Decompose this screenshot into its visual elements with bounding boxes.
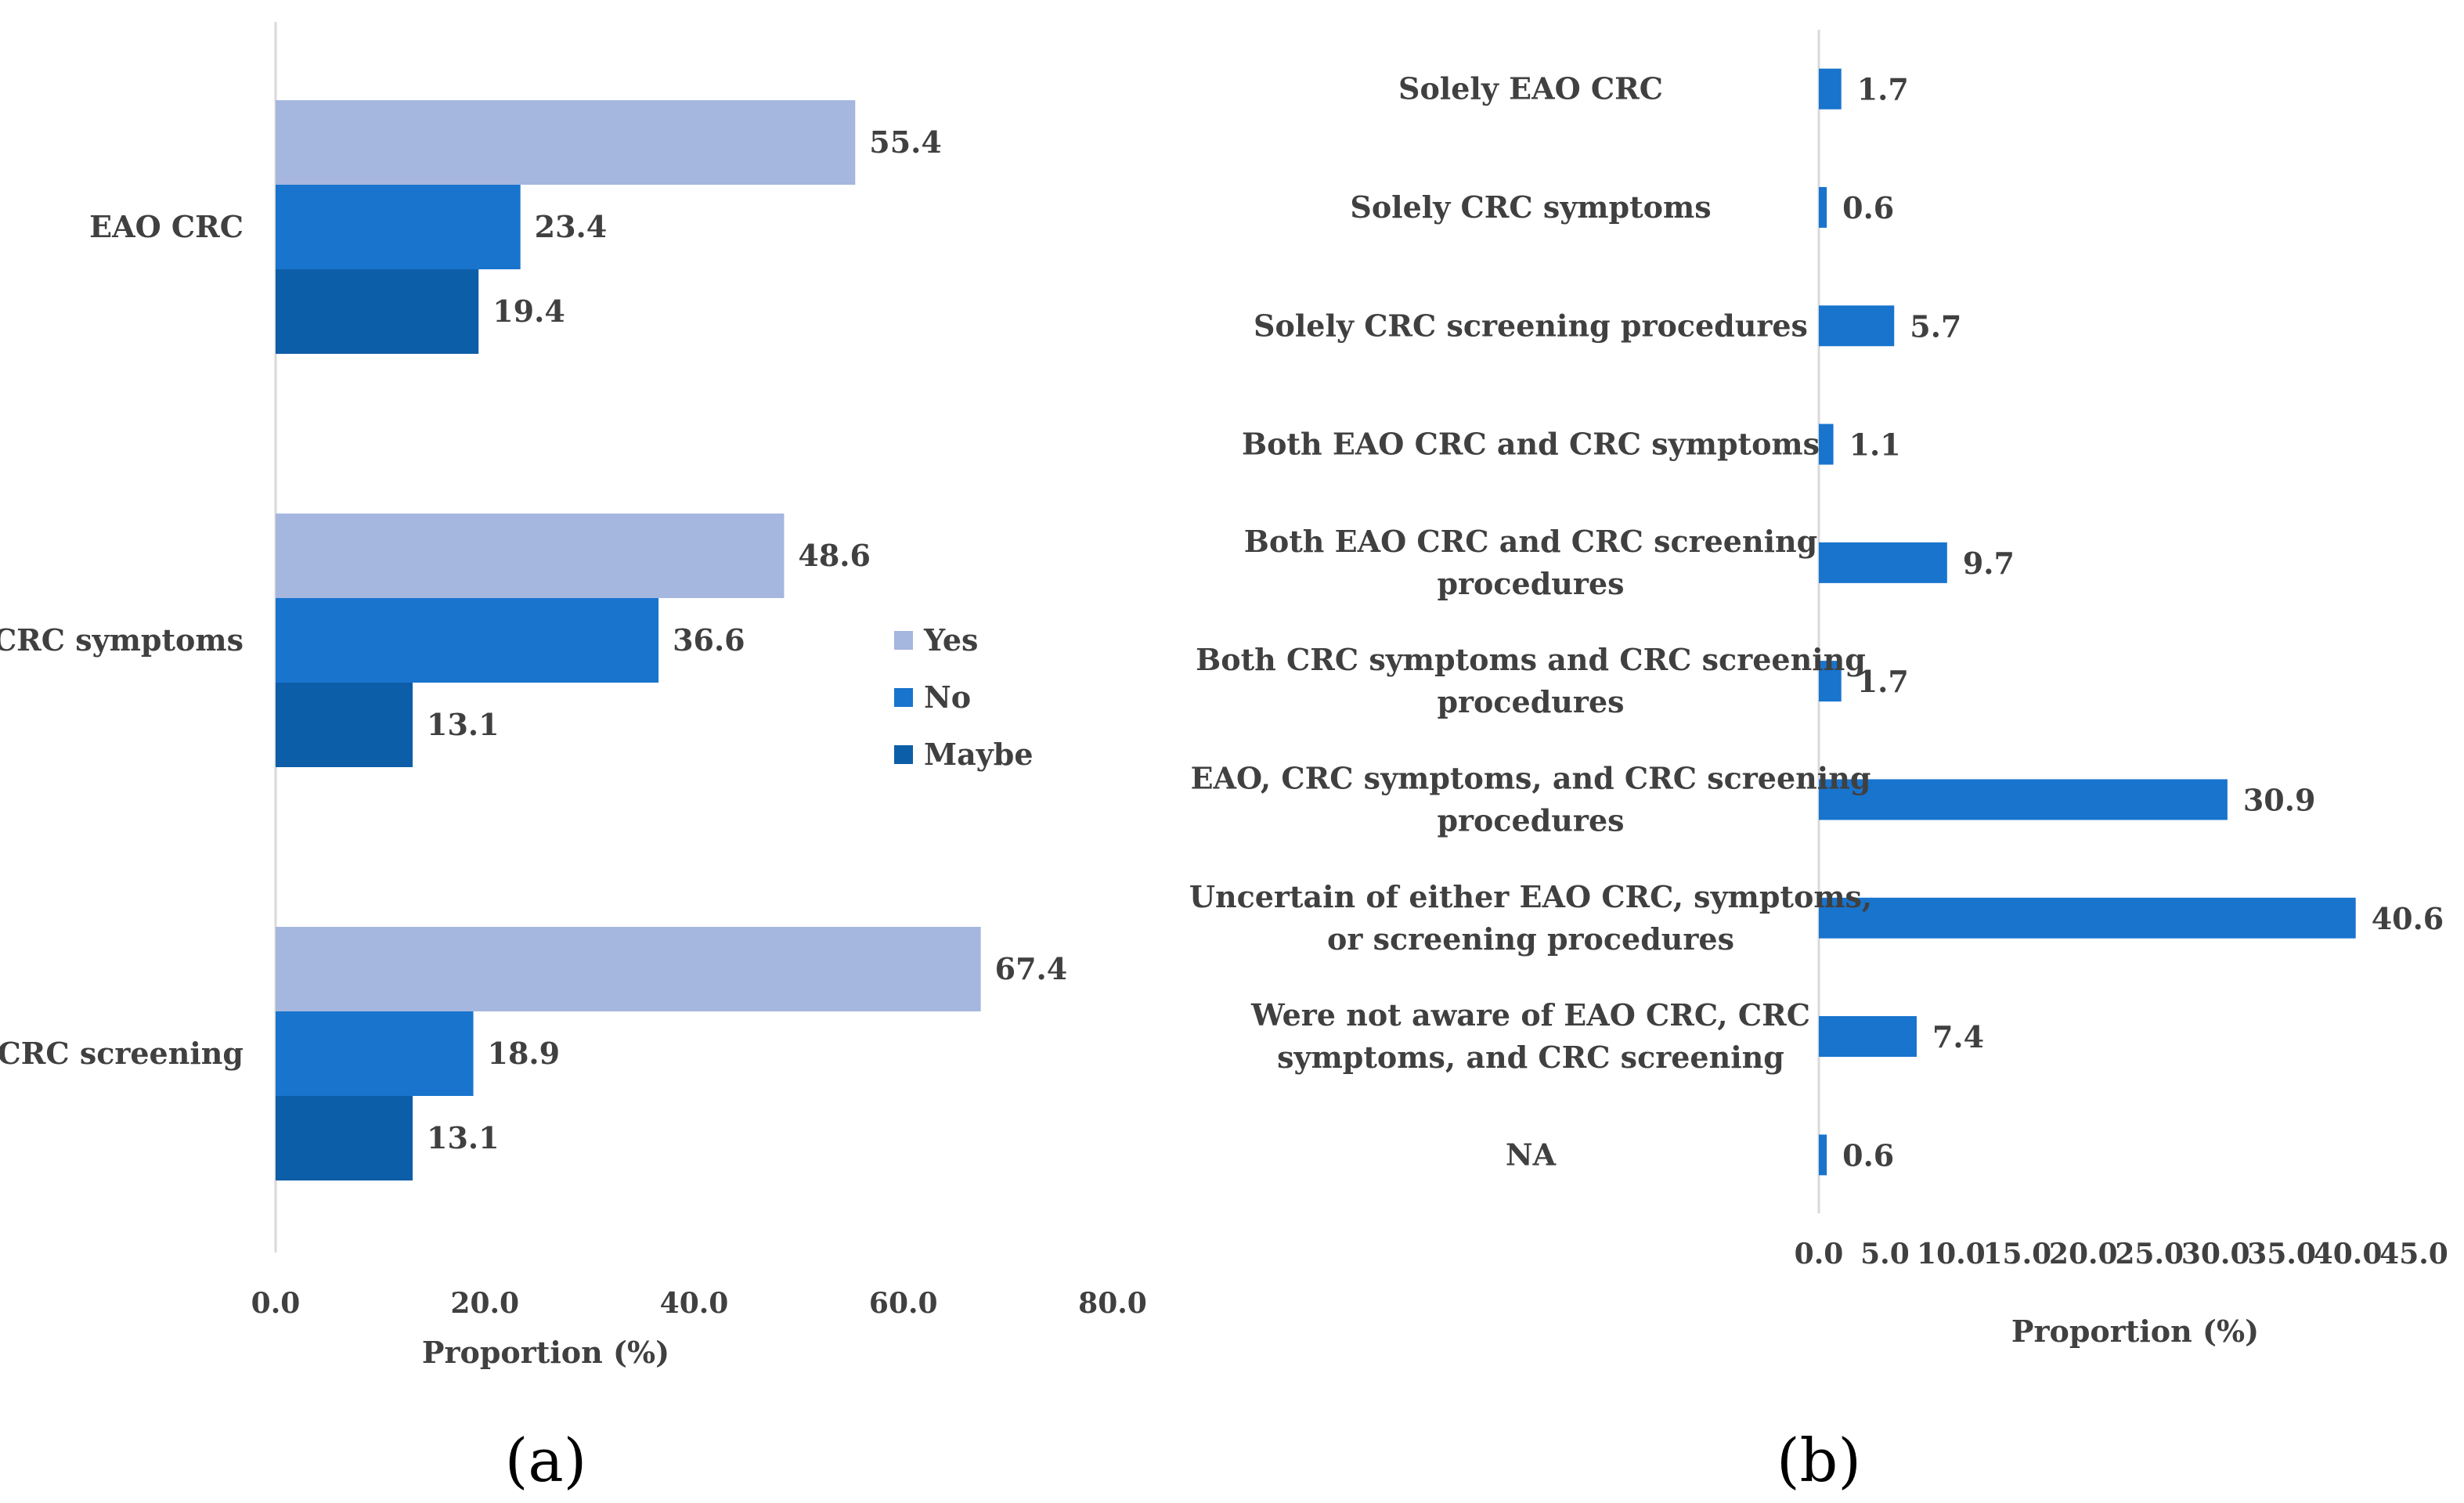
bar-b	[1819, 1134, 1827, 1176]
legend-swatch-yes	[894, 631, 913, 650]
category-label-b: Both EAO CRC and CRC screening	[1244, 524, 1817, 559]
bar-no	[276, 185, 521, 269]
bar-b	[1819, 661, 1842, 702]
x-tick-label-a: 60.0	[869, 1287, 938, 1320]
bar-no	[276, 598, 659, 683]
category-label-b: Solely CRC symptoms	[1350, 189, 1711, 225]
data-label-b: 7.4	[1932, 1019, 1984, 1054]
data-label-a: 13.1	[427, 1120, 500, 1155]
data-label-a: 48.6	[798, 538, 871, 573]
bar-b	[1819, 305, 1895, 347]
x-tick-label-b: 5.0	[1860, 1238, 1910, 1271]
category-label-b: procedures	[1437, 684, 1624, 719]
x-tick-label-a: 80.0	[1078, 1287, 1147, 1320]
bar-maybe	[276, 683, 413, 767]
category-label-a: CRC screening	[0, 1036, 244, 1071]
x-tick-label-a: 40.0	[660, 1287, 729, 1320]
x-axis-title-a: Proportion (%)	[422, 1335, 669, 1370]
legend-swatch-no	[894, 688, 913, 707]
x-tick-label-a: 20.0	[450, 1287, 519, 1320]
x-tick-label-b: 10.0	[1917, 1238, 1986, 1271]
category-label-b: Both CRC symptoms and CRC screening	[1196, 642, 1866, 677]
legend-swatch-maybe	[894, 745, 913, 764]
chart-a: EAO CRC 55.4 23.4 19.4 CRC symptoms 48.6 36.6 1…	[0, 22, 1147, 1495]
category-label-b: Both EAO CRC and CRC symptoms	[1242, 427, 1820, 462]
x-tick-label-b: 20.0	[2049, 1238, 2118, 1271]
bar-maybe	[276, 1096, 413, 1180]
legend-label-maybe: Maybe	[924, 737, 1034, 772]
x-tick-label-a: 0.0	[251, 1287, 301, 1320]
category-label-b: Were not aware of EAO CRC, CRC	[1250, 997, 1810, 1033]
x-tick-label-b: 25.0	[2115, 1238, 2184, 1271]
bar-b	[1819, 68, 1842, 110]
data-label-a: 19.4	[492, 294, 565, 329]
data-label-a: 67.4	[995, 951, 1068, 986]
category-label-b: EAO, CRC symptoms, and CRC screening	[1191, 760, 1871, 795]
data-label-b: 1.7	[1857, 72, 1909, 107]
data-label-b: 5.7	[1910, 308, 1961, 344]
x-tick-label-b: 40.0	[2314, 1238, 2383, 1271]
bar-no	[276, 1011, 474, 1096]
category-label-b: Uncertain of either EAO CRC, symptoms,	[1189, 879, 1872, 914]
data-label-b: 1.1	[1849, 427, 1901, 463]
data-label-a: 13.1	[427, 707, 500, 742]
category-label-b: or screening procedures	[1327, 921, 1734, 957]
legend-label-yes: Yes	[923, 622, 978, 658]
data-label-a: 36.6	[673, 622, 745, 658]
data-label-a: 23.4	[535, 209, 608, 244]
x-axis-title-b: Proportion (%)	[2011, 1314, 2259, 1349]
x-tick-label-b: 0.0	[1795, 1238, 1844, 1271]
panel-label-a: (a)	[505, 1426, 587, 1495]
bar-b	[1819, 186, 1827, 228]
category-label-b: symptoms, and CRC screening	[1277, 1040, 1784, 1075]
bar-b	[1819, 424, 1834, 465]
data-label-b: 0.6	[1842, 1137, 1894, 1173]
bar-b	[1819, 779, 2228, 820]
x-tick-label-b: 30.0	[2181, 1238, 2250, 1271]
bar-yes	[276, 927, 981, 1011]
bar-b	[1819, 897, 2356, 939]
bar-b	[1819, 1016, 1917, 1058]
x-tick-label-b: 15.0	[1982, 1238, 2051, 1271]
panel-label-b: (b)	[1777, 1426, 1861, 1495]
category-label-b: procedures	[1437, 566, 1624, 601]
category-label-b: Solely EAO CRC	[1398, 71, 1663, 106]
category-label-b: NA	[1506, 1137, 1557, 1172]
bar-yes	[276, 514, 785, 598]
chart-b: 1.7 Solely EAO CRC 0.6 Solely CRC symptoms 5…	[1189, 30, 2448, 1495]
data-label-b: 0.6	[1842, 190, 1894, 225]
category-label-b: Solely CRC screening procedures	[1254, 308, 1808, 343]
data-label-b: 1.7	[1857, 664, 1909, 699]
bar-maybe	[276, 269, 479, 354]
x-tick-label-b: 35.0	[2247, 1238, 2316, 1271]
legend-label-no: No	[924, 679, 971, 715]
category-label-a: CRC symptoms	[0, 622, 244, 658]
category-label-b: procedures	[1437, 802, 1624, 838]
data-label-a: 55.4	[869, 124, 942, 160]
bar-b	[1819, 542, 1947, 583]
data-label-b: 40.6	[2372, 901, 2444, 936]
data-label-b: 30.9	[2243, 782, 2316, 817]
bar-yes	[276, 100, 856, 185]
x-tick-label-b: 45.0	[2379, 1238, 2448, 1271]
data-label-b: 9.7	[1963, 546, 2015, 581]
data-label-a: 18.9	[488, 1036, 561, 1071]
category-label-a: EAO CRC	[89, 209, 244, 244]
